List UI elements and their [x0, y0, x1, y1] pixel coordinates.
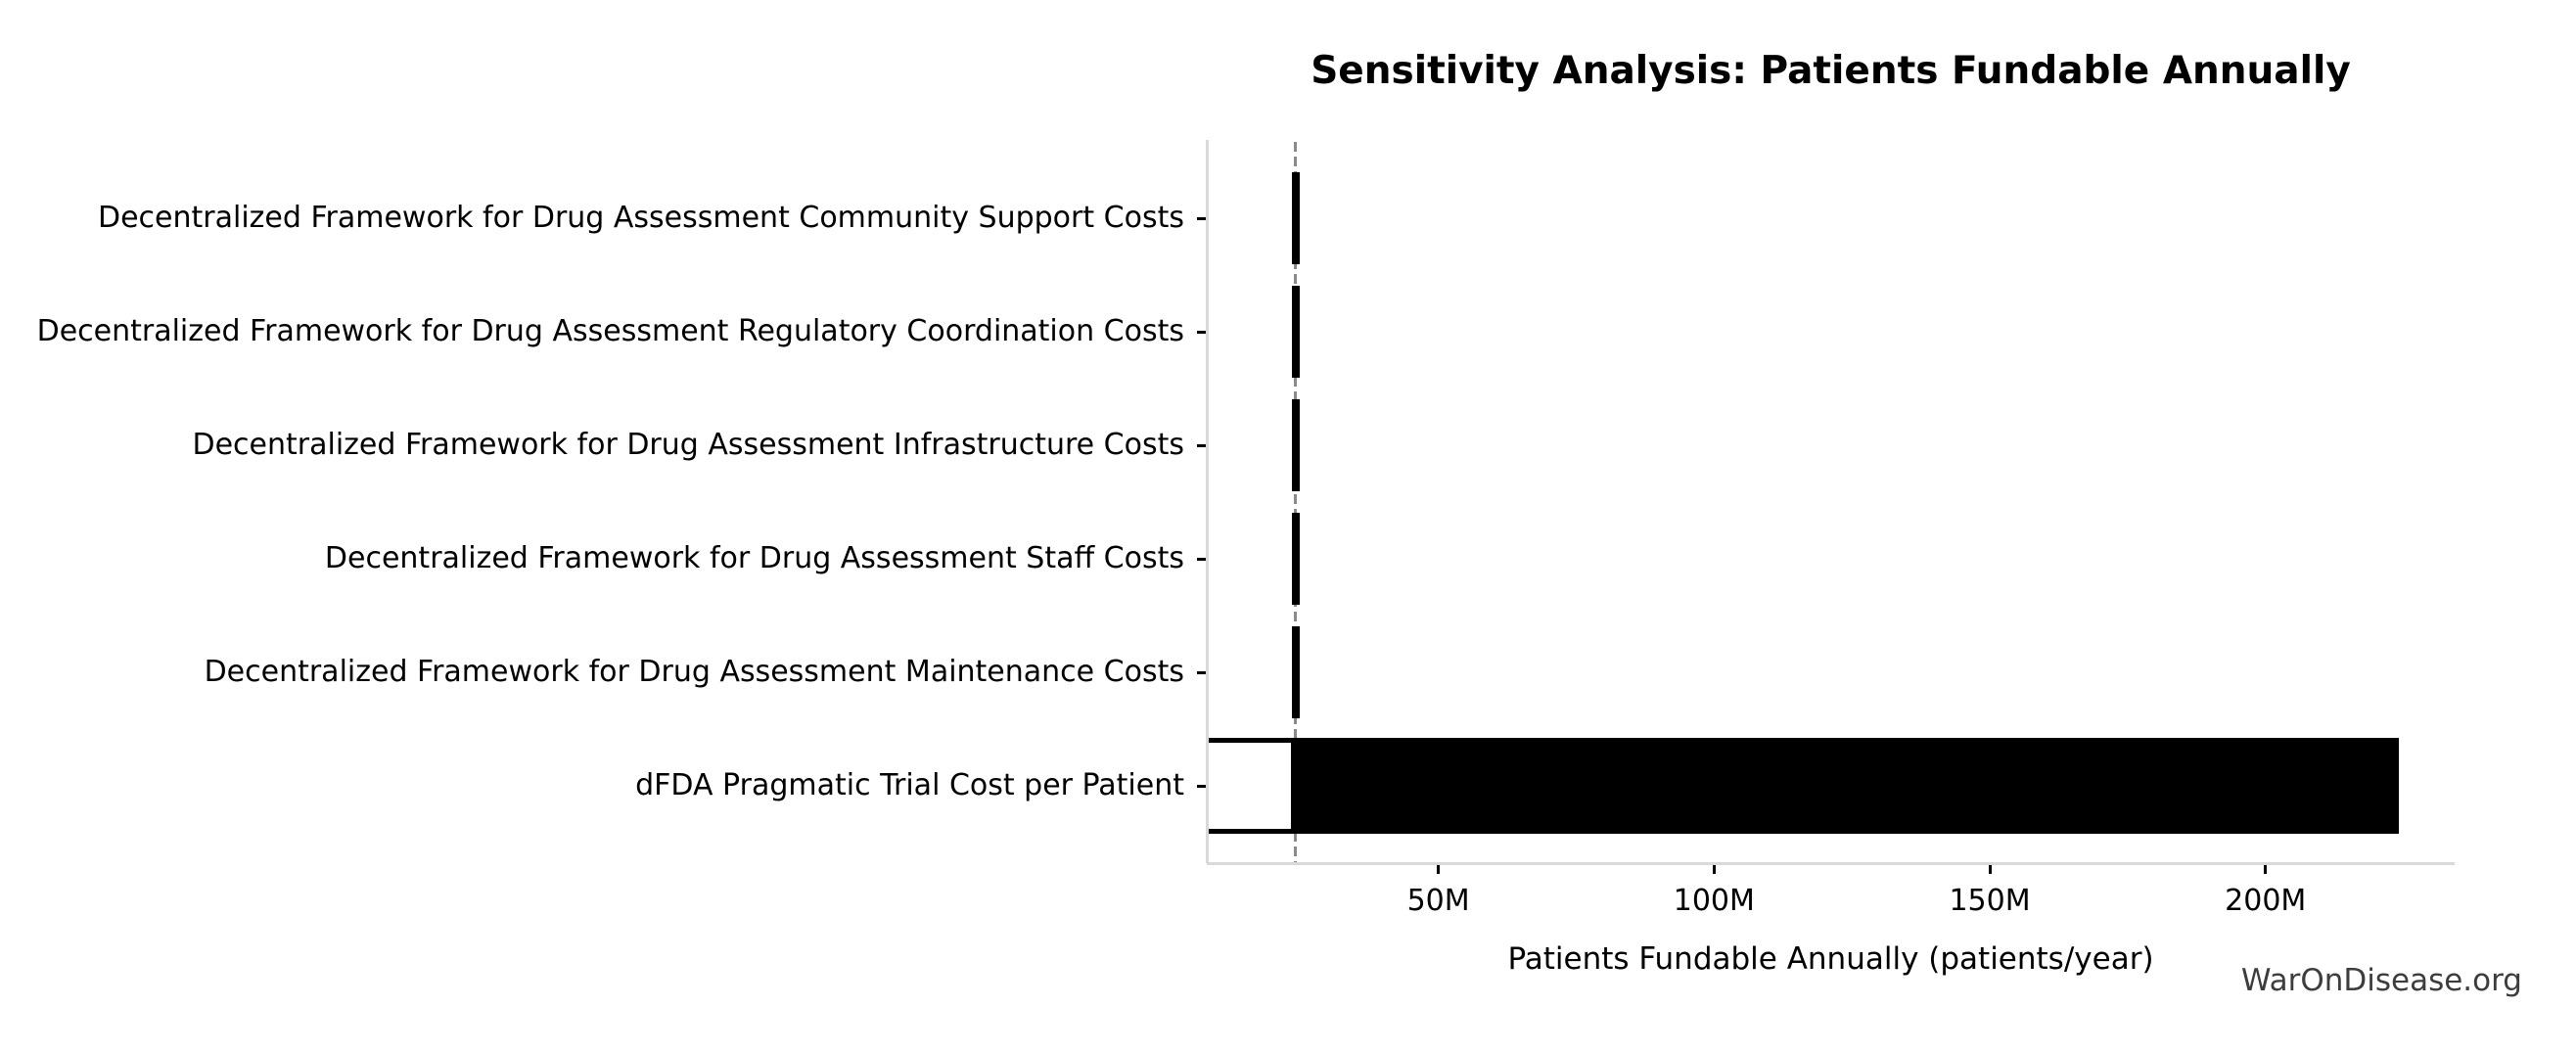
y-tick-label-2: Decentralized Framework for Drug Assessm…: [192, 428, 1184, 462]
x-tick-label-1: 100M: [1673, 884, 1755, 918]
y-tick-mark-1: [1197, 330, 1207, 334]
bottom-axis-spine: [1207, 861, 2455, 865]
bar-4-range: [1291, 626, 1300, 718]
x-tick-mark-0: [1437, 863, 1441, 874]
bar-3-range: [1291, 513, 1300, 605]
y-tick-label-1: Decentralized Framework for Drug Assessm…: [36, 314, 1184, 348]
y-tick-label-0: Decentralized Framework for Drug Assessm…: [98, 201, 1184, 235]
chart-title: Sensitivity Analysis: Patients Fundable …: [1311, 49, 2351, 93]
y-tick-mark-2: [1197, 443, 1207, 447]
y-tick-mark-3: [1197, 557, 1207, 561]
x-tick-mark-3: [2264, 863, 2268, 874]
bar-5-range: [1207, 738, 2399, 834]
y-tick-label-5: dFDA Pragmatic Trial Cost per Patient: [635, 768, 1184, 802]
baseline-dashed-line: [1294, 142, 1298, 863]
x-tick-label-2: 150M: [1949, 884, 2031, 918]
y-tick-mark-0: [1197, 216, 1207, 220]
y-tick-mark-5: [1197, 784, 1207, 788]
bar-2-range: [1291, 399, 1300, 491]
bar-0-range: [1291, 172, 1300, 264]
x-tick-label-3: 200M: [2225, 884, 2307, 918]
y-tick-label-4: Decentralized Framework for Drug Assessm…: [204, 655, 1184, 689]
x-tick-mark-1: [1712, 863, 1716, 874]
x-axis-label: Patients Fundable Annually (patients/yea…: [1507, 941, 2154, 977]
bar-1-range: [1291, 286, 1300, 378]
bar-5-low-side-box: [1207, 738, 1296, 834]
x-tick-label-0: 50M: [1406, 884, 1470, 918]
y-tick-label-3: Decentralized Framework for Drug Assessm…: [324, 541, 1184, 575]
y-tick-mark-4: [1197, 670, 1207, 674]
watermark-text: WarOnDisease.org: [2240, 963, 2522, 998]
x-tick-mark-2: [1988, 863, 1992, 874]
left-axis-spine: [1205, 140, 1209, 863]
